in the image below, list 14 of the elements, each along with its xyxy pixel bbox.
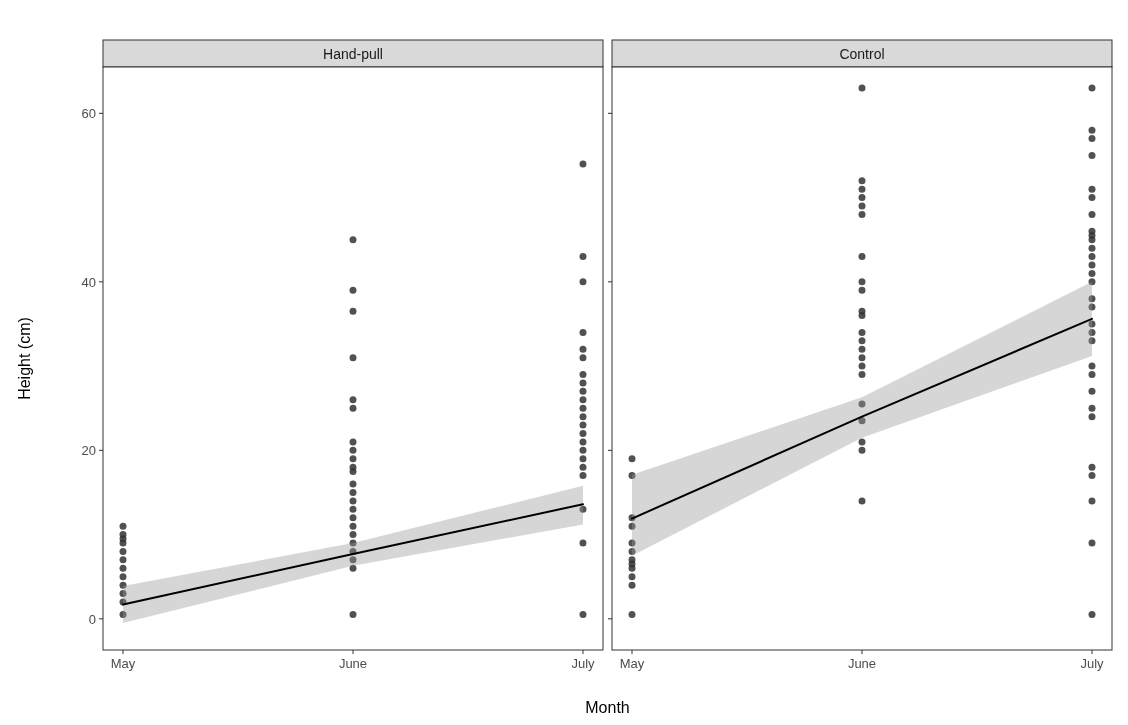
x-tick-label: May xyxy=(619,656,645,671)
chart-title: Control xyxy=(839,45,885,62)
y-tick-label: 60 xyxy=(81,106,96,122)
chart-title: Hand-pull xyxy=(323,45,383,62)
x-tick-label: May xyxy=(110,656,136,671)
y-tick-label: 0 xyxy=(88,611,96,627)
y-tick-label: 40 xyxy=(81,274,96,290)
x-axis-title: Month xyxy=(585,699,630,716)
y-axis-title: Height (cm) xyxy=(16,317,33,400)
x-tick-label: June xyxy=(847,656,877,671)
y-tick-label: 20 xyxy=(81,443,96,459)
x-tick-label: July xyxy=(1080,656,1105,671)
x-tick-label: June xyxy=(338,656,368,671)
x-tick-label: July xyxy=(571,656,596,671)
